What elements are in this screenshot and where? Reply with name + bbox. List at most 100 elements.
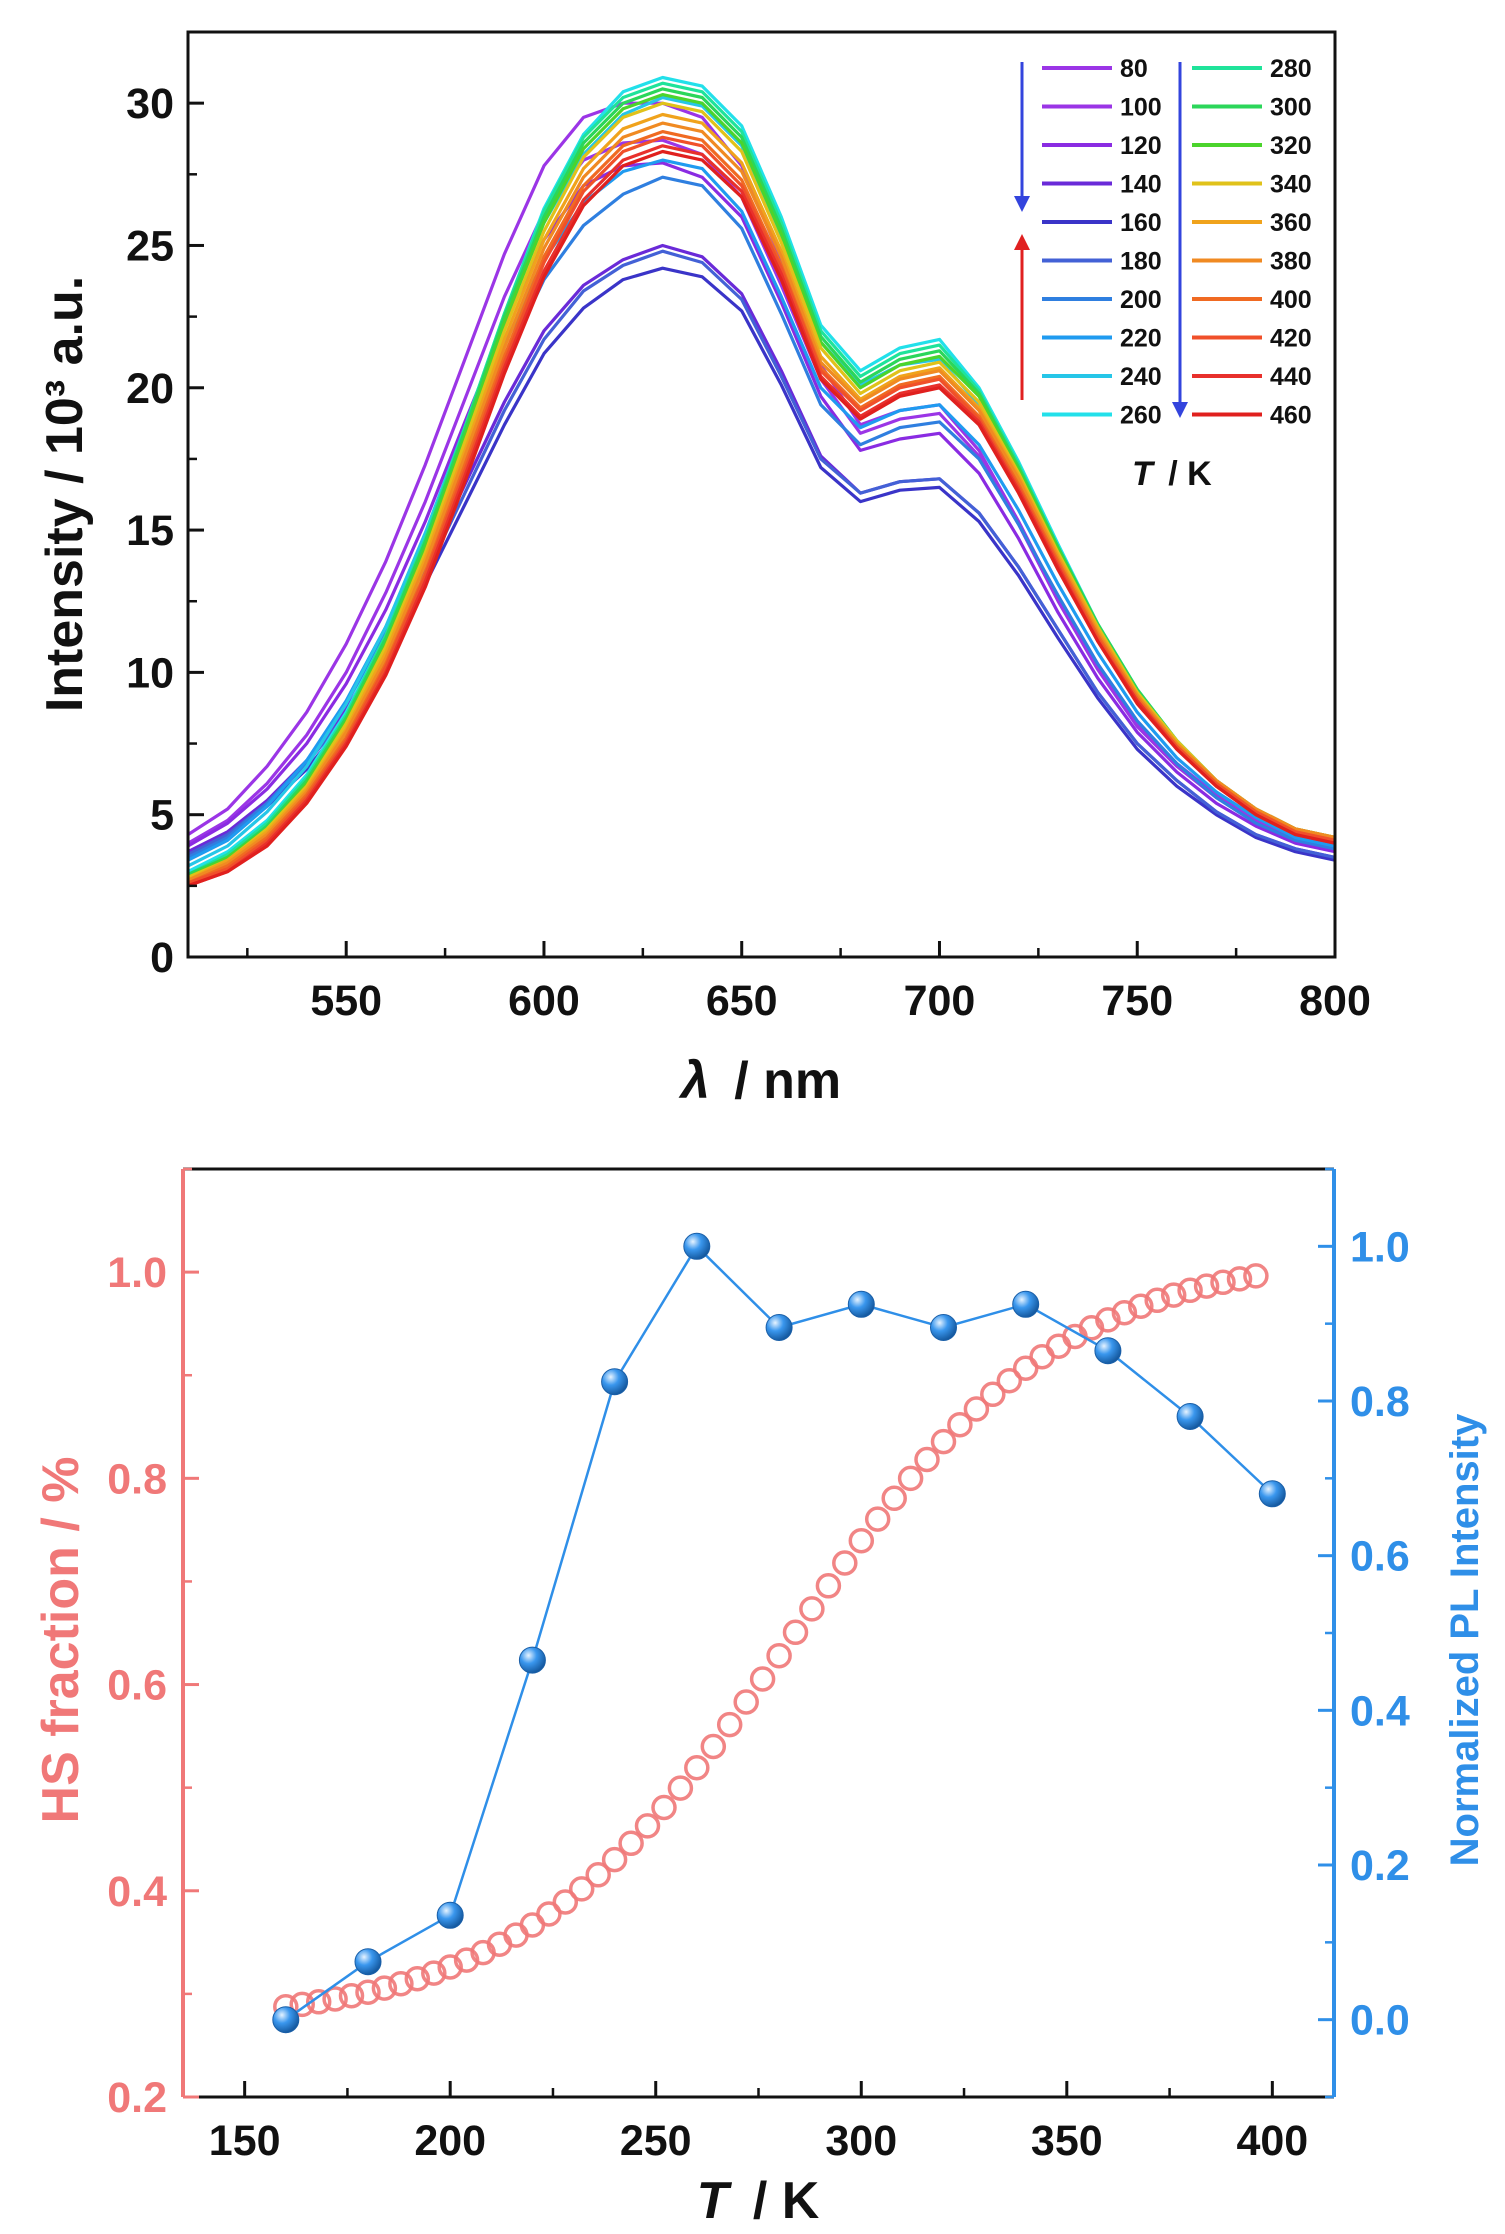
legend-title: T / K	[1132, 455, 1212, 493]
pl-intensity-point	[765, 1314, 793, 1341]
hs-fraction-point	[716, 1711, 743, 1738]
hs-fraction-point	[388, 1970, 414, 1997]
hs-fraction-point	[1210, 1269, 1236, 1296]
legend-title-unit: / K	[1168, 455, 1212, 493]
legend-label-100: 100	[1120, 94, 1162, 122]
hs-fraction-point	[1193, 1273, 1220, 1299]
legend-title-symbol: T	[1132, 455, 1156, 493]
legend-arrow-head-down-1	[1014, 196, 1030, 212]
hs-fraction-point	[338, 1982, 365, 2009]
hs-fraction-point	[618, 1830, 644, 1857]
bottom-right-axis-title: Normalized PL Intensity	[1443, 1413, 1487, 1866]
top-x-tick-label: 550	[310, 977, 382, 1025]
bottom-x-tick-label: 300	[825, 2117, 897, 2165]
hs-fraction-point	[667, 1775, 694, 1801]
legend-items: 80 100 120 140 160 180 200 220 240 260 280 300 320 34…	[1042, 55, 1312, 430]
bottom-axis-ticks: 150 200 250 300 350 400 0.2 0.4 0.6 0.8 1.0 0.0 0.2 0…	[107, 1167, 1410, 2165]
hs-fraction-point	[700, 1733, 727, 1760]
hs-fraction-point	[1160, 1282, 1187, 1308]
bottom-right-tick-label: 0.4	[1350, 1687, 1410, 1735]
legend-label-220: 220	[1120, 325, 1162, 353]
hs-fraction-point	[601, 1846, 628, 1873]
hs-fraction-point	[305, 1989, 332, 2015]
hs-fraction-point	[881, 1485, 907, 1512]
bottom-x-tick-label: 350	[1031, 2117, 1103, 2165]
hs-fraction-point	[1144, 1287, 1170, 1314]
pl-intensity-point	[518, 1646, 546, 1674]
legend-label-460: 460	[1270, 402, 1312, 430]
spectrum-line-280	[187, 81, 1336, 876]
spectra-series-group	[187, 75, 1336, 888]
hs-fraction-point	[421, 1960, 447, 1986]
hs-fraction-point	[848, 1527, 875, 1554]
bottom-right-tick-label: 0.0	[1350, 1997, 1410, 2045]
hs-fraction-point	[799, 1596, 825, 1622]
hs-fraction-point	[1226, 1266, 1253, 1292]
hs-fraction-point	[585, 1862, 611, 1888]
hs-fraction-point	[651, 1794, 677, 1821]
pl-intensity-point	[1012, 1290, 1040, 1318]
legend-label-340: 340	[1270, 171, 1312, 199]
hs-fraction-point	[634, 1813, 661, 1839]
hs-fraction-point	[1243, 1263, 1269, 1289]
hs-fraction-point	[1095, 1307, 1121, 1333]
top-x-tick-label: 600	[508, 977, 580, 1025]
bottom-right-tick-label: 0.8	[1350, 1378, 1410, 1426]
top-x-axis-unit: / nm	[734, 1052, 841, 1110]
top-x-tick-label: 750	[1101, 977, 1173, 1025]
top-y-tick-label: 0	[150, 934, 174, 982]
legend-label-380: 380	[1270, 248, 1312, 276]
bottom-series-group	[272, 1232, 1286, 2034]
hs-fraction-point	[766, 1642, 792, 1669]
legend-arrow-head-down-2	[1172, 402, 1188, 418]
top-x-tick-label: 650	[706, 977, 778, 1025]
pl-intensity-point	[601, 1368, 629, 1396]
bottom-left-tick-label: 0.8	[107, 1455, 167, 1503]
bottom-right-tick-label: 0.6	[1350, 1533, 1410, 1581]
pl-intensity-point	[847, 1290, 875, 1318]
hs-fraction-point	[1128, 1293, 1154, 1319]
top-legend: 80 100 120 140 160 180 200 220 240 260 280 300 320 34…	[1014, 55, 1312, 493]
hs-fraction-point	[996, 1367, 1023, 1394]
hs-fraction-point	[733, 1689, 759, 1715]
hs-fraction-point	[289, 1991, 315, 2018]
top-y-tick-label: 25	[126, 222, 174, 270]
legend-label-300: 300	[1270, 94, 1312, 122]
top-y-tick-label: 20	[126, 365, 174, 413]
spectrum-line-200	[187, 175, 1336, 859]
spectrum-line-380	[187, 121, 1336, 882]
hs-fraction-point	[552, 1889, 579, 1915]
hs-fraction-point	[749, 1666, 776, 1692]
top-x-tick-label: 700	[904, 977, 976, 1025]
bottom-x-axis-symbol: T	[697, 2172, 733, 2230]
legend-label-240: 240	[1120, 363, 1162, 391]
bottom-right-tick-label: 0.2	[1350, 1842, 1410, 1890]
legend-label-440: 440	[1270, 363, 1312, 391]
legend-label-160: 160	[1120, 209, 1162, 237]
top-x-tick-label: 800	[1299, 977, 1371, 1025]
top-y-tick-label: 15	[126, 507, 174, 555]
hs-fraction-point	[536, 1901, 562, 1927]
pl-intensity-point	[1176, 1403, 1204, 1430]
hs-fraction-point	[437, 1954, 463, 1980]
hs-fraction-pl-chart: 150 200 250 300 350 400 0.2 0.4 0.6 0.8 1.0 0.0 0.2 0…	[32, 1167, 1487, 2230]
legend-label-400: 400	[1270, 286, 1312, 314]
emission-spectra-chart: 550 600 650 700 750 800 0 5 10 15 20 25 30 80 100 120 1…	[36, 30, 1371, 1110]
legend-label-80: 80	[1120, 55, 1148, 83]
legend-label-140: 140	[1120, 171, 1162, 199]
legend-label-420: 420	[1270, 325, 1312, 353]
spectrum-line-340	[187, 101, 1336, 879]
hs-fraction-point	[404, 1965, 431, 1992]
legend-label-280: 280	[1270, 55, 1312, 83]
hs-fraction-point	[782, 1619, 809, 1646]
bottom-x-axis-title: T / K	[697, 2172, 820, 2230]
bottom-left-tick-label: 0.2	[107, 2074, 167, 2122]
pl-intensity-point	[354, 1948, 382, 1976]
top-y-tick-label: 30	[126, 80, 174, 128]
top-axis-ticks: 550 600 650 700 750 800 0 5 10 15 20 25 30	[126, 80, 1371, 1025]
hs-fraction-point	[1177, 1277, 1203, 1304]
hs-fraction-point	[568, 1876, 595, 1902]
legend-label-200: 200	[1120, 286, 1162, 314]
hs-fraction-point	[1111, 1299, 1138, 1326]
spectrum-line-460	[187, 149, 1336, 888]
